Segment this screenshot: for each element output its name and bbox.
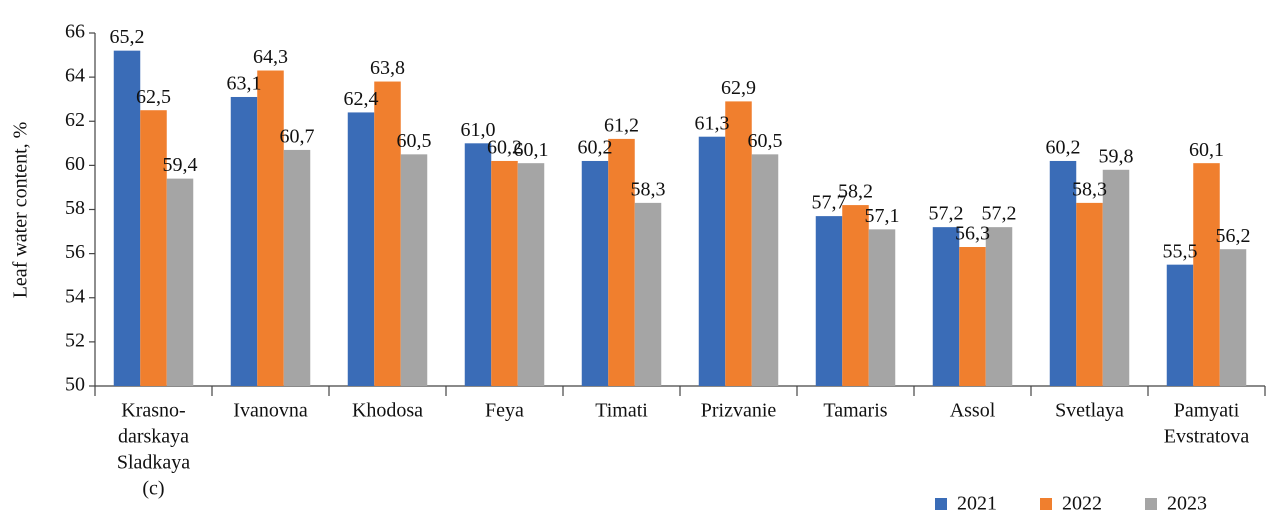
bar (283, 149, 311, 386)
data-label: 57,2 (929, 203, 964, 225)
data-label: 64,3 (253, 46, 288, 68)
data-label: 65,2 (110, 26, 145, 48)
legend-label: 2021 (957, 493, 997, 515)
data-label: 60,1 (514, 139, 549, 161)
bar (400, 154, 428, 386)
data-label: 61,0 (461, 119, 496, 141)
bar (932, 227, 960, 386)
legend-swatch (1145, 498, 1157, 510)
bar (581, 160, 609, 386)
x-tick-label: Sladkaya (117, 452, 190, 474)
data-label: 60,2 (1046, 137, 1081, 159)
bar (347, 112, 375, 387)
data-label: 60,1 (1189, 139, 1224, 161)
bar (1076, 202, 1103, 386)
legend-swatch (1040, 498, 1052, 510)
y-axis-label: Leaf water content, % (10, 122, 32, 299)
x-tick-label: Ivanovna (233, 400, 308, 422)
y-tick-label: 56 (65, 241, 85, 263)
bar (113, 50, 141, 387)
bar (608, 138, 635, 386)
data-label: 60,5 (397, 130, 432, 152)
y-tick-label: 62 (65, 109, 85, 131)
data-label: 60,7 (280, 126, 315, 148)
y-tick-label: 54 (65, 285, 85, 307)
y-tick-label: 50 (65, 374, 85, 396)
x-tick-label: Khodosa (352, 400, 423, 422)
bar (140, 110, 167, 386)
data-label: 60,2 (578, 137, 613, 159)
data-label: 56,2 (1216, 225, 1251, 247)
bar (959, 247, 986, 386)
x-tick-label: Tamaris (823, 400, 887, 422)
bar (517, 163, 545, 386)
data-label: 62,5 (136, 86, 171, 108)
data-label: 60,2 (487, 137, 522, 159)
data-label: 58,2 (838, 181, 873, 203)
y-tick-label: 66 (65, 21, 85, 43)
x-tick-label: Evstratova (1164, 426, 1250, 448)
y-tick-label: 52 (65, 329, 85, 351)
x-tick-label: Pamyati (1174, 400, 1240, 422)
x-tick-label: Feya (485, 400, 524, 422)
x-tick-label: Krasno- (121, 400, 185, 422)
x-tick-label: Svetlaya (1055, 400, 1124, 422)
y-tick-label: 64 (65, 65, 85, 87)
bar (374, 81, 401, 386)
bar (815, 216, 843, 386)
data-label: 60,5 (748, 130, 783, 152)
bar (257, 70, 284, 386)
bar (634, 202, 662, 386)
data-label: 61,2 (604, 114, 639, 136)
legend-swatch (935, 498, 947, 510)
bar (491, 160, 518, 386)
legend-label: 2023 (1167, 493, 1207, 515)
x-tick-label: darskaya (118, 426, 189, 448)
data-label: 62,9 (721, 77, 756, 99)
bar (868, 229, 896, 386)
data-label: 56,3 (955, 223, 990, 245)
bar (1049, 160, 1077, 386)
data-label: 59,8 (1099, 145, 1134, 167)
data-label: 57,1 (865, 205, 900, 227)
data-label: 55,5 (1163, 240, 1198, 262)
bar (166, 178, 194, 386)
data-label: 63,8 (370, 57, 405, 79)
bar (985, 227, 1013, 386)
x-tick-label: Assol (950, 400, 996, 422)
bar (1166, 264, 1194, 386)
bar (230, 96, 258, 386)
x-tick-label: Prizvanie (701, 400, 777, 422)
data-label: 58,3 (631, 178, 666, 200)
y-tick-label: 60 (65, 153, 85, 175)
bar (464, 143, 492, 386)
data-label: 57,7 (812, 192, 847, 214)
data-label: 61,3 (695, 112, 730, 134)
data-label: 57,2 (982, 203, 1017, 225)
bar (698, 136, 726, 386)
bar (725, 101, 752, 387)
data-label: 62,4 (344, 88, 379, 110)
bar (1102, 169, 1130, 386)
data-label: 63,1 (227, 73, 262, 95)
legend-label: 2022 (1062, 493, 1102, 515)
data-label: 58,3 (1072, 178, 1107, 200)
bar (1219, 249, 1247, 386)
bar (842, 205, 869, 386)
x-tick-label: (c) (142, 478, 164, 500)
x-tick-label: Timati (595, 400, 648, 422)
y-tick-label: 58 (65, 197, 85, 219)
bar (1193, 163, 1220, 386)
data-label: 59,4 (163, 154, 198, 176)
bar (751, 154, 779, 386)
